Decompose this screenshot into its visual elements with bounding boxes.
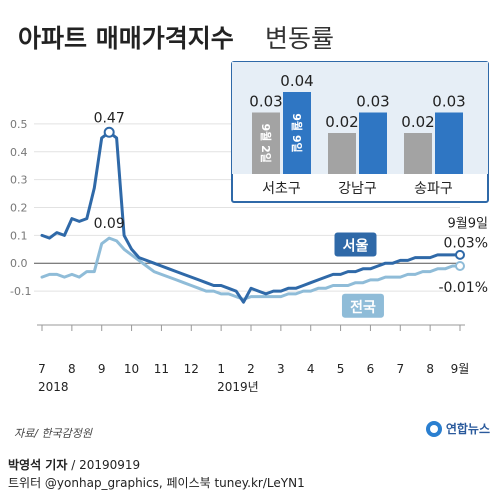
inset-bar-value: 0.02: [325, 113, 358, 131]
series-tag-national-box: [341, 293, 384, 318]
x-tick-label: 3: [277, 362, 285, 376]
x-tick-label: 1: [217, 362, 225, 376]
chart-title: 아파트 매매가격지수: [18, 24, 234, 53]
y-tick-label: 0.5: [10, 118, 28, 131]
y-axis-ticks: 0.5 0.4 0.3 0.2 0.1 0.0 -0.1: [10, 118, 31, 298]
x-tick-label: 10: [124, 362, 139, 376]
y-tick-label: 0.4: [10, 146, 28, 159]
x-tick-label: 7: [38, 362, 46, 376]
date-label: 9월9일: [448, 216, 488, 231]
y-tick-label: 0.1: [10, 229, 28, 242]
author-line: 박영석 기자 / 20190919: [8, 456, 140, 473]
inset-bar: [359, 112, 387, 174]
peak-label-seoul: 0.47: [94, 110, 125, 126]
news-logo: 연합뉴스: [425, 420, 490, 437]
logo-text: 연합뉴스: [445, 422, 490, 436]
inset-bar: [328, 133, 356, 174]
x-tick-label: 7: [396, 362, 404, 376]
inset-category-label: 서초구: [262, 181, 301, 197]
inset-bar: [252, 112, 280, 174]
inset-series-label: 9월 2일: [259, 124, 273, 163]
x-tick-label: 9: [98, 362, 106, 376]
x-tick-label: 5: [337, 362, 345, 376]
series-tag-seoul-label: 서울: [343, 238, 369, 255]
series-tag-seoul-box: [334, 232, 377, 257]
y-tick-label: -0.1: [10, 285, 31, 298]
inset-bar-value: 0.04: [280, 72, 313, 90]
chart-subtitle: 변동률: [265, 24, 334, 53]
inset-series-label: 9월 9일: [290, 113, 304, 152]
end-marker-seoul: [455, 249, 465, 260]
x-tick-label: 4: [307, 362, 315, 376]
series-tag-national-label: 전국: [350, 299, 376, 316]
end-marker-national: [455, 261, 465, 271]
y-tick-label: 0.0: [10, 257, 28, 270]
end-value-seoul: 0.03%: [444, 235, 488, 251]
author-name: 박영석 기자: [8, 458, 68, 472]
inset-bar-value: 0.02: [401, 113, 434, 131]
year-label: 2018: [38, 380, 69, 394]
inset-bar-value: 0.03: [432, 93, 465, 111]
line-chart: 0.50.40.30.20.10.0-0.1 7 8 9 10 11 12 1 2 3 4 5 6 7 8…: [10, 110, 488, 394]
inset-bar: [435, 112, 463, 174]
x-tick-label: 8: [426, 362, 434, 376]
year-label: 2019년: [217, 380, 259, 394]
x-tick-label: 9월: [451, 362, 470, 376]
publish-date: / 20190919: [71, 458, 141, 472]
inset-category-label: 강남구: [338, 181, 377, 197]
peak-label-national: 0.09: [94, 216, 125, 232]
y-tick-label: 0.3: [10, 174, 28, 187]
series-line-national: [40, 236, 462, 301]
social-line: 트위터 @yonhap_graphics, 페이스북 tuney.kr/LeYN…: [8, 476, 305, 490]
inset-bar-value: 0.03: [249, 93, 282, 111]
x-tick-label: 12: [184, 362, 199, 376]
end-value-national: -0.01%: [438, 280, 488, 296]
inset-bar: [404, 133, 432, 174]
inset-bar-value: 0.03: [356, 93, 389, 111]
yonhap-logo-icon: [425, 420, 442, 437]
peak-marker-seoul: [103, 126, 115, 138]
x-tick-label: 11: [154, 362, 169, 376]
x-tick-label: 2: [247, 362, 255, 376]
inset-bar: [283, 92, 311, 174]
source-note: 자료/ 한국감정원: [14, 427, 93, 440]
y-tick-label: 0.2: [10, 202, 28, 215]
x-tick-label: 6: [367, 362, 375, 376]
x-tick-label: 8: [68, 362, 76, 376]
inset-category-label: 송파구: [414, 181, 453, 197]
